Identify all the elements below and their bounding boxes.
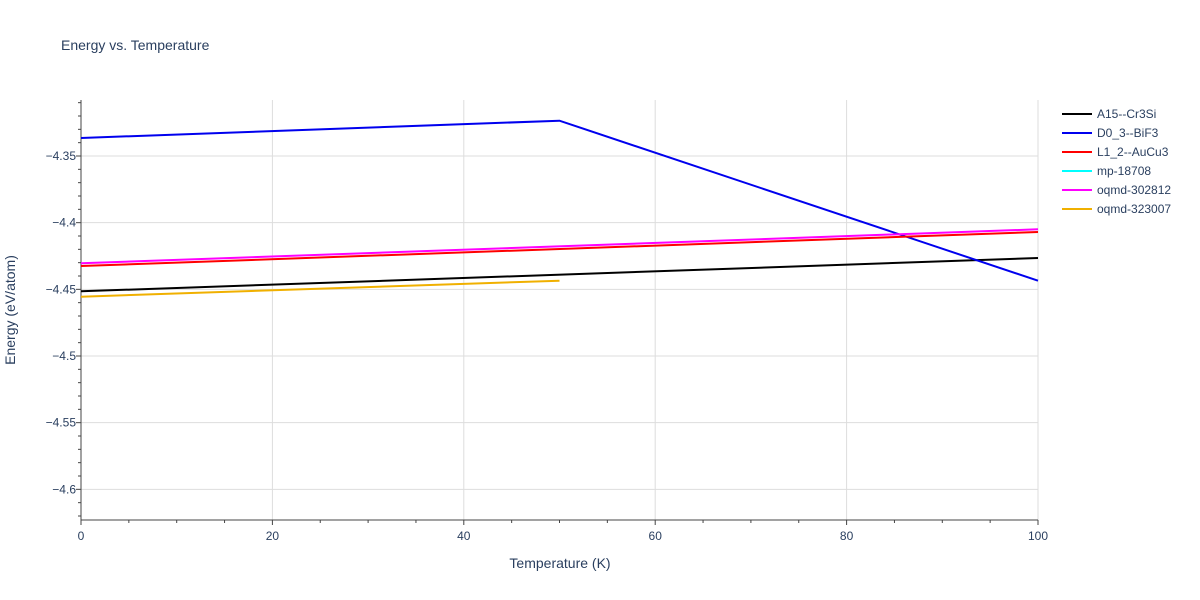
series-line[interactable] <box>80 231 1039 267</box>
x-tick-label: 60 <box>649 529 663 543</box>
legend-label: mp-18708 <box>1097 164 1151 178</box>
chart-title: Energy vs. Temperature <box>61 37 210 53</box>
series-line[interactable] <box>80 228 1039 265</box>
grid <box>81 100 1039 520</box>
y-tick-label: −4.45 <box>46 282 77 296</box>
y-tick-label: −4.4 <box>52 216 76 230</box>
legend-item[interactable]: D0_3--BiF3 <box>1062 126 1159 140</box>
legend[interactable]: A15--Cr3Si D0_3--BiF3 L1_2--AuCu3 mp-18708 o… <box>1062 107 1171 216</box>
y-tick-label: −4.5 <box>52 349 76 363</box>
plot-lines <box>80 119 1039 298</box>
legend-label: oqmd-323007 <box>1097 202 1171 216</box>
x-tick-label: 100 <box>1028 529 1048 543</box>
x-tick-label: 40 <box>457 529 471 543</box>
series-line[interactable] <box>80 279 560 298</box>
y-tick-label: −4.35 <box>46 149 77 163</box>
legend-label: D0_3--BiF3 <box>1097 126 1159 140</box>
legend-item[interactable]: L1_2--AuCu3 <box>1062 145 1169 159</box>
legend-item[interactable]: A15--Cr3Si <box>1062 107 1156 121</box>
axes: 0 20 40 60 80 100 −4.35 −4.4 −4.45 −4.5 −4.55 −4.6 <box>46 100 1048 543</box>
legend-item[interactable]: oqmd-323007 <box>1062 202 1171 216</box>
y-tick-label: −4.55 <box>46 416 77 430</box>
legend-label: A15--Cr3Si <box>1097 107 1156 121</box>
legend-label: oqmd-302812 <box>1097 183 1171 197</box>
x-axis-title: Temperature (K) <box>509 555 610 571</box>
x-tick-label: 80 <box>840 529 854 543</box>
legend-item[interactable]: mp-18708 <box>1062 164 1151 178</box>
series-line[interactable] <box>80 119 1039 282</box>
y-axis-title: Energy (eV/atom) <box>2 255 18 365</box>
x-tick-label: 20 <box>266 529 280 543</box>
series-line[interactable] <box>80 257 1039 293</box>
x-tick-label: 0 <box>78 529 85 543</box>
y-tick-label: −4.6 <box>52 482 76 496</box>
legend-item[interactable]: oqmd-302812 <box>1062 183 1171 197</box>
legend-label: L1_2--AuCu3 <box>1097 145 1169 159</box>
